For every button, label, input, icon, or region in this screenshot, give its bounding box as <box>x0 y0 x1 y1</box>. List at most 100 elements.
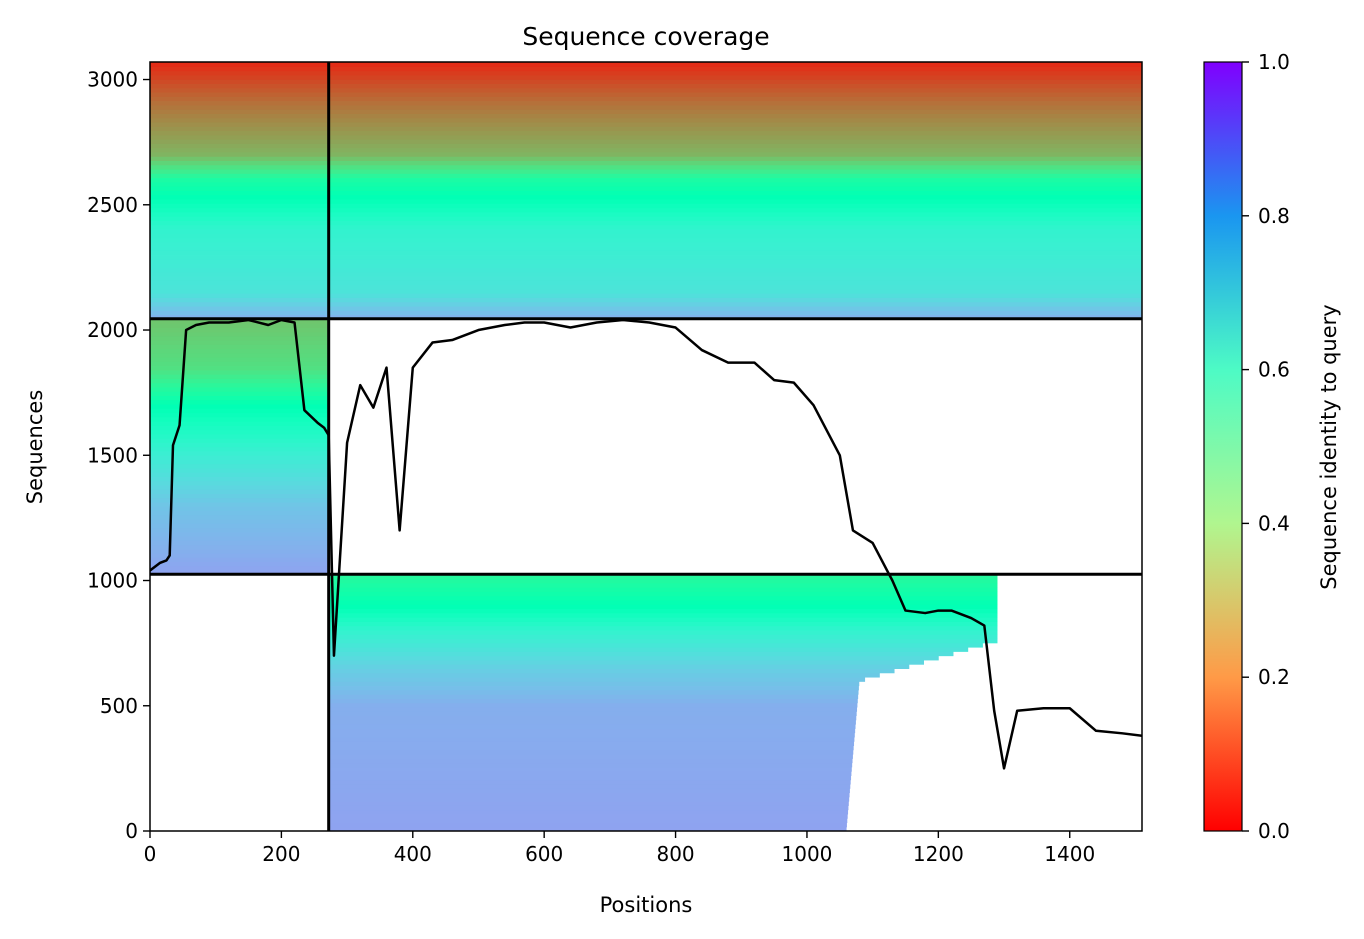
coverage-band <box>150 79 1142 84</box>
coverage-band <box>328 582 998 588</box>
coverage-band <box>150 241 1142 247</box>
coverage-band <box>328 771 852 776</box>
coverage-band <box>328 694 859 699</box>
coverage-line-layer <box>150 318 1142 770</box>
coverage-band <box>328 813 848 819</box>
coverage-band <box>150 361 329 367</box>
coverage-band <box>328 749 854 755</box>
coverage-band <box>150 540 329 546</box>
colorbar-tick-label: 0.0 <box>1258 819 1290 843</box>
coverage-band <box>150 297 1142 303</box>
coverage-band <box>328 578 998 584</box>
y-tick-label: 2500 <box>87 193 138 217</box>
coverage-band <box>328 625 998 631</box>
coverage-band <box>150 506 329 511</box>
coverage-band <box>150 263 1142 268</box>
coverage-band <box>328 796 850 802</box>
y-tick-label: 500 <box>100 694 138 718</box>
coverage-band <box>328 681 860 687</box>
coverage-band <box>150 91 1142 97</box>
coverage-band <box>150 484 329 490</box>
coverage-band <box>328 762 853 768</box>
coverage-band <box>150 250 1142 256</box>
coverage-band <box>328 732 855 738</box>
coverage-band <box>150 139 1142 144</box>
coverage-band <box>150 305 1142 311</box>
coverage-band <box>150 489 329 494</box>
coverage-band <box>150 280 1142 286</box>
coverage-band <box>150 433 329 439</box>
coverage-band <box>328 766 852 772</box>
coverage-band <box>150 151 1142 157</box>
x-tick-label: 1000 <box>782 842 833 866</box>
coverage-band <box>150 369 329 375</box>
coverage-band <box>150 271 1142 277</box>
coverage-band <box>150 420 329 426</box>
coverage-band <box>328 805 849 811</box>
coverage-band <box>150 74 1142 80</box>
coverage-band <box>150 544 329 550</box>
coverage-band <box>150 480 329 486</box>
x-axis-ticks: 0 200 400 600 800 1000 1200 1400 <box>144 831 1095 866</box>
coverage-band <box>150 565 329 571</box>
coverage-band <box>150 327 329 333</box>
coverage-band <box>328 659 924 665</box>
coverage-band <box>328 702 858 708</box>
coverage-band <box>150 224 1142 230</box>
x-tick-label: 200 <box>262 842 300 866</box>
x-tick-label: 1200 <box>913 842 964 866</box>
colorbar-tick-label: 0.2 <box>1258 665 1290 689</box>
coverage-band <box>328 745 854 751</box>
coverage-band <box>150 548 329 554</box>
y-tick-label: 0 <box>125 819 138 843</box>
coverage-band <box>328 634 998 640</box>
coverage-band <box>150 455 329 460</box>
coverage-heatmap <box>150 62 1142 831</box>
colorbar-tick-label: 1.0 <box>1258 50 1290 74</box>
coverage-band <box>150 164 1142 170</box>
coverage-band <box>150 96 1142 102</box>
y-tick-label: 1500 <box>87 443 138 467</box>
coverage-band <box>150 408 329 414</box>
coverage-band <box>150 523 329 529</box>
coverage-band <box>150 160 1142 166</box>
coverage-band <box>328 599 998 605</box>
coverage-band <box>150 246 1142 251</box>
coverage-band <box>150 194 1142 200</box>
coverage-band <box>328 724 856 729</box>
coverage-band <box>150 472 329 477</box>
coverage-band <box>150 220 1142 226</box>
coverage-band <box>150 177 1142 183</box>
coverage-band <box>150 275 1142 281</box>
coverage-band <box>328 826 847 831</box>
coverage-band <box>150 403 329 409</box>
coverage-band <box>150 386 329 392</box>
coverage-band <box>328 788 850 794</box>
coverage-band <box>150 446 329 452</box>
coverage-band <box>150 557 329 563</box>
coverage-band <box>328 685 859 691</box>
coverage-band <box>150 168 1142 174</box>
coverage-band <box>150 267 1142 273</box>
coverage-band <box>150 323 329 328</box>
coverage-band <box>150 531 329 537</box>
coverage-band <box>150 254 1142 260</box>
colorbar-ticks: 0.0 0.2 0.4 0.6 0.8 1.0 <box>1242 50 1290 843</box>
coverage-band <box>150 412 329 418</box>
coverage-band <box>328 792 850 798</box>
coverage-band <box>150 442 329 448</box>
coverage-band <box>150 233 1142 239</box>
coverage-band <box>150 109 1142 114</box>
coverage-band <box>150 104 1142 110</box>
coverage-band <box>328 647 969 652</box>
coverage-band <box>150 143 1142 149</box>
coverage-band <box>150 382 329 388</box>
coverage-band <box>150 459 329 465</box>
y-tick-label: 1000 <box>87 569 138 593</box>
coverage-band <box>150 437 329 443</box>
coverage-band <box>328 604 998 610</box>
coverage-band <box>328 822 847 828</box>
coverage-band <box>150 395 329 401</box>
coverage-band <box>150 293 1142 298</box>
coverage-band <box>150 335 329 341</box>
